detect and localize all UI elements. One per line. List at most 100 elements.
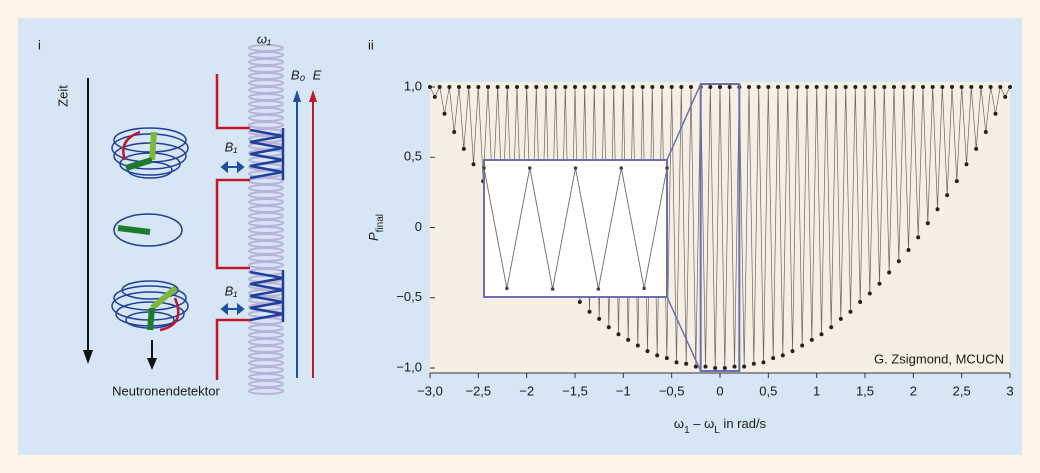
data-point [573,85,577,89]
spin-arrow [147,307,155,331]
data-point [829,325,834,330]
y-tick-label: 1,0 [404,78,422,93]
data-point [935,207,940,212]
b1-label: B₁ [225,283,238,298]
y-tick-label: −0,5 [396,289,422,304]
inset-point [596,287,601,291]
data-point [669,85,674,89]
data-point [631,85,635,89]
data-point [452,129,457,134]
data-point [664,356,669,361]
data-point [437,85,442,89]
data-point [964,162,969,167]
data-point [655,353,660,358]
data-point [742,364,747,369]
x-tick-label: −1,5 [562,383,588,398]
data-point [959,85,964,89]
data-point [916,235,921,240]
data-point [650,85,655,89]
data-point [785,85,790,89]
data-point [998,85,1003,89]
x-tick-label: 2,5 [953,383,971,398]
data-point [892,85,896,89]
data-point [819,332,824,337]
y-tick-label: 0,5 [404,149,422,164]
data-point [640,85,645,89]
diagram: Zeit Neutronendetektor ω₁ B₀ [55,31,321,398]
data-point [727,85,732,89]
data-point [553,85,558,89]
data-point [906,247,911,252]
data-point [442,111,447,116]
data-point [771,356,776,361]
zoom-connector [666,296,702,372]
data-point [776,85,780,89]
data-point [911,85,916,89]
data-point [713,366,718,370]
data-point [495,85,500,89]
data-point [732,364,737,369]
x-label-part: in rad/s [720,416,767,431]
data-point [1003,94,1008,99]
data-point [843,85,848,89]
inset [483,159,668,298]
data-point [476,85,481,89]
inset-point [482,166,486,170]
data-point [887,270,892,275]
data-point [872,85,877,89]
data-point [882,85,887,89]
y-tick-label: 0 [415,219,422,234]
data-point [674,360,679,365]
data-point [693,364,698,369]
data-point [606,325,611,330]
data-point [447,85,452,89]
panel-label: ii [368,37,374,52]
data-point [896,259,901,264]
x-tick-label: 0,5 [759,383,777,398]
inset-point [527,166,532,170]
spin-arrow [125,157,153,171]
data-point [805,85,809,89]
data-point [988,85,993,89]
data-point [457,85,461,89]
data-point [1008,85,1012,89]
coil-turn [248,387,284,395]
data-point [853,85,858,89]
spin-arrow [117,225,151,235]
data-point [592,85,597,89]
data-point [587,309,592,314]
data-point [515,85,519,89]
e-label: E [313,67,322,82]
data-point [582,85,587,89]
data-point [863,85,867,89]
data-point [689,85,693,89]
omega-label: ω₁ [257,31,271,46]
data-point [616,332,621,337]
data-point [679,85,684,89]
arrow-head [309,90,317,102]
spin-arrow [150,285,178,311]
y-tick-label: −1,0 [396,359,422,374]
b1-arrows [220,160,245,316]
x-label-part: ω [674,416,684,431]
data-point [428,85,432,89]
data-point [795,85,800,89]
arrow-head [293,90,301,102]
data-point [940,85,945,89]
rotation-arrow [122,130,141,161]
x-label-part: L [714,425,720,436]
data-point [761,360,766,365]
data-point [718,85,722,89]
x-tick-label: 0 [716,383,723,398]
data-point [534,85,539,89]
data-point [563,85,568,89]
x-tick-label: −3,0 [417,383,443,398]
arrow-head [147,358,157,370]
data-point [461,146,466,151]
rotation-arrow [159,297,180,332]
data-point [969,85,974,89]
data-point [722,366,727,370]
data-point [751,361,756,366]
inset-point [505,286,509,291]
detector-label: Neutronendetektor [112,383,220,398]
